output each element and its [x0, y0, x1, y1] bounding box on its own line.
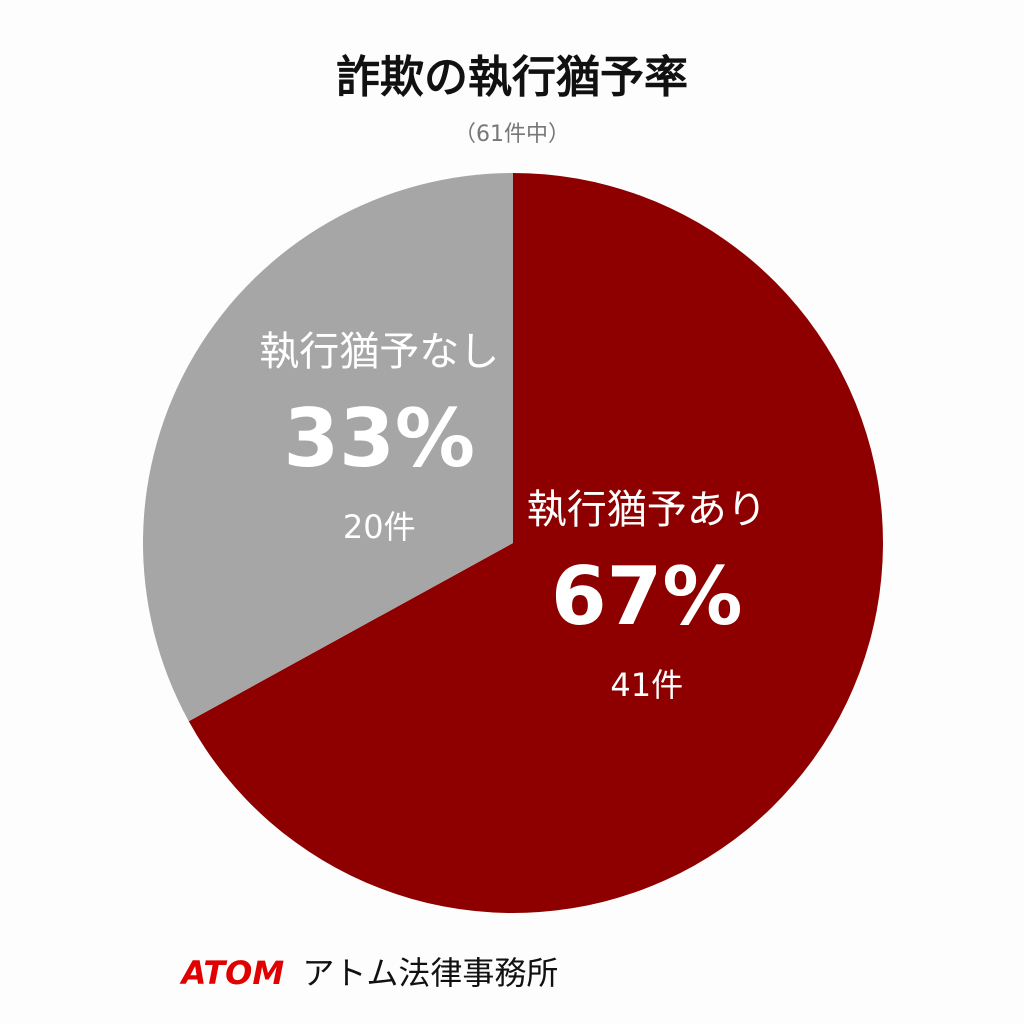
- slice-count-label: 41件: [610, 666, 683, 704]
- slice-count-label: 20件: [343, 508, 416, 546]
- chart-title: 詐欺の執行猶予率: [336, 52, 688, 103]
- pie-slice: [142, 173, 514, 722]
- slice-label: 執行猶予なし: [259, 329, 499, 375]
- slice-label: 執行猶予あり: [527, 487, 767, 533]
- footer: ATOM アトム法律事務所: [179, 954, 559, 992]
- pie: 執行猶予あり 67% 41件 執行猶予なし 33% 20件: [142, 173, 883, 913]
- footer-brand: ATOM: [179, 954, 285, 992]
- chart-subtitle: （61件中）: [454, 122, 570, 147]
- slice-value-label: 33%: [283, 392, 474, 485]
- footer-name: アトム法律事務所: [302, 954, 558, 992]
- pie-slice: [188, 173, 883, 913]
- slice-value-label: 67%: [551, 550, 742, 643]
